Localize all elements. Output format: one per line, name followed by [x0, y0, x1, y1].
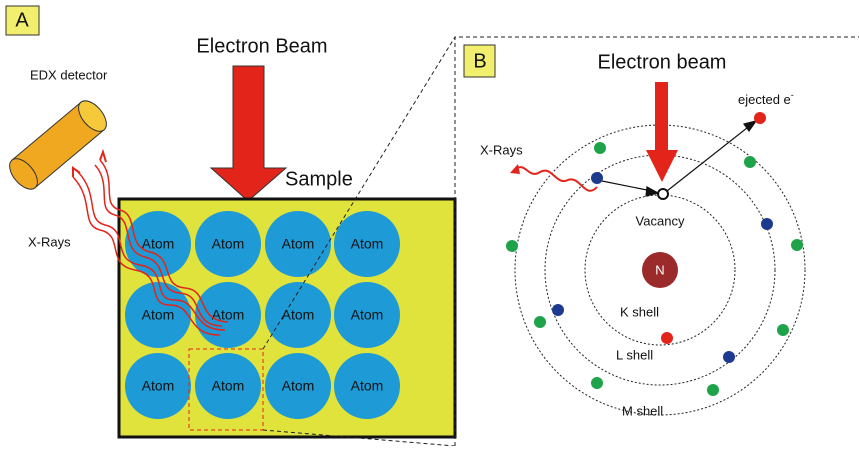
xray-wave — [514, 167, 597, 191]
beam-label: Electron beam — [598, 51, 727, 73]
atom-label: Atom — [142, 236, 175, 252]
xrays-label: X-Rays — [28, 234, 71, 249]
beam-arrow — [211, 66, 286, 201]
xrays-label: X-Rays — [480, 142, 523, 157]
atom-label: Atom — [142, 307, 175, 323]
panel-label: B — [473, 50, 486, 72]
transition-arrows — [602, 121, 756, 196]
sample-label: Sample — [285, 168, 353, 190]
beam-label: Electron Beam — [196, 35, 327, 57]
ejected-label: ejected e- — [738, 90, 794, 107]
atom-label: Atom — [351, 378, 384, 394]
atom-label: Atom — [212, 378, 245, 394]
xray-head — [510, 164, 520, 174]
shell-label: L shell — [616, 347, 653, 362]
beam-arrow — [646, 82, 678, 182]
shell-label: M shell — [622, 403, 663, 418]
panel-label: A — [15, 9, 29, 31]
vacancy-label: Vacancy — [636, 213, 685, 228]
atom-label: Atom — [282, 307, 315, 323]
shell-label: K shell — [620, 304, 659, 319]
atom-label: Atom — [212, 236, 245, 252]
nucleus-label: N — [655, 262, 664, 277]
vacancy — [658, 189, 668, 199]
atom-label: Atom — [282, 378, 315, 394]
atom-label: Atom — [142, 378, 175, 394]
atom-label: Atom — [351, 307, 384, 323]
atom-label: Atom — [282, 236, 315, 252]
detector-label: EDX detector — [30, 67, 108, 82]
edx-detector — [4, 96, 111, 194]
figure: A EDX detector Electron Beam Sample Atom… — [0, 0, 859, 446]
atom-label: Atom — [351, 236, 384, 252]
